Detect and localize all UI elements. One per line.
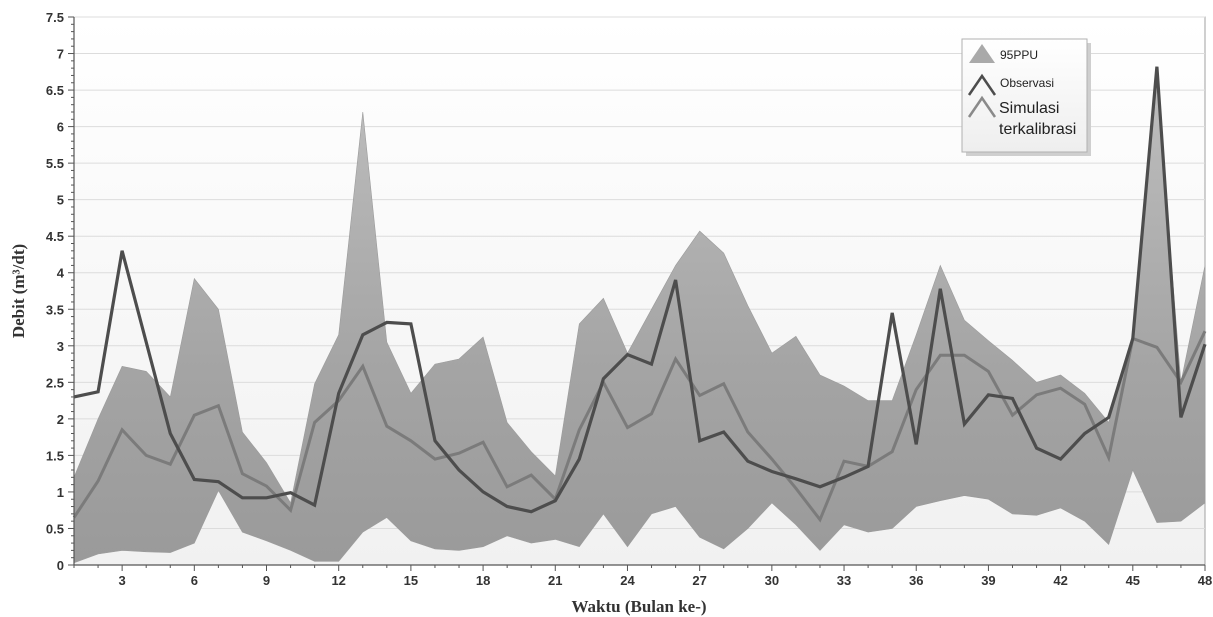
legend: 95PPU Observasi Simulasi terkalibrasi (961, 38, 1091, 156)
x-tick-label: 33 (837, 573, 851, 588)
ppu95-band (73, 82, 1206, 564)
legend-label-95ppu: 95PPU (1000, 48, 1038, 62)
y-tick-label: 6 (57, 120, 64, 135)
y-tick-label: 3.5 (46, 302, 64, 317)
simulasi-terkalibrasi-line (72, 330, 1207, 523)
x-tick-label: 48 (1198, 573, 1212, 588)
legend-band-swatch-icon (969, 44, 995, 63)
x-tick-label: 9 (263, 573, 270, 588)
y-tick-label: 1 (57, 485, 64, 500)
x-tick-label: 30 (765, 573, 779, 588)
x-tick-label: 3 (119, 573, 126, 588)
x-tick-label: 45 (1126, 573, 1140, 588)
y-tick-labels: 0 0.5 1 1.5 2 2.5 3 3.5 4 4.5 5 5.5 6 6.5 7 7.5 (46, 10, 65, 573)
y-tick-label: 7 (57, 47, 64, 62)
y-tick-label: 0.5 (46, 521, 64, 536)
x-tick-label: 21 (548, 573, 562, 588)
y-tick-label: 2.5 (46, 375, 64, 390)
legend-label-simulasi-line1: Simulasi (999, 100, 1059, 117)
y-tick-label: 4.5 (46, 229, 64, 244)
legend-observasi-swatch-icon (967, 73, 997, 96)
x-tick-labels: 3 6 9 12 15 18 21 24 27 30 33 36 39 42 45 48 (119, 573, 1213, 588)
x-tick-label: 42 (1053, 573, 1067, 588)
y-tick-label: 1.5 (46, 448, 64, 463)
x-tick-label: 12 (331, 573, 345, 588)
legend-label-simulasi: Simulasi terkalibrasi (999, 100, 1076, 138)
y-tick-label: 7.5 (46, 10, 64, 25)
x-tick-label: 6 (191, 573, 198, 588)
x-axis-title: Waktu (Bulan ke-) (571, 597, 706, 616)
y-tick-label: 6.5 (46, 83, 64, 98)
y-tick-label: 0 (57, 558, 64, 573)
grid-lines (74, 16, 1205, 529)
legend-label-simulasi-line2: terkalibrasi (999, 121, 1076, 138)
y-tick-label: 2 (57, 412, 64, 427)
y-tick-label: 3 (57, 339, 64, 354)
legend-label-observasi: Observasi (1000, 76, 1054, 90)
y-tick-label: 5.5 (46, 156, 64, 171)
y-axis-title: Debit (m³/dt) (9, 244, 28, 338)
legend-simulasi-swatch-icon (967, 95, 997, 118)
uncertainty-band-layer (73, 82, 1206, 564)
axes (68, 16, 1206, 571)
x-tick-label: 24 (620, 573, 635, 588)
y-tick-label: 5 (57, 193, 64, 208)
x-tick-label: 15 (404, 573, 418, 588)
x-tick-label: 18 (476, 573, 490, 588)
x-tick-label: 27 (692, 573, 706, 588)
series-layer (72, 66, 1207, 523)
x-tick-label: 36 (909, 573, 923, 588)
observasi-line (73, 66, 1207, 514)
x-tick-label: 39 (981, 573, 995, 588)
y-tick-label: 4 (57, 266, 65, 281)
